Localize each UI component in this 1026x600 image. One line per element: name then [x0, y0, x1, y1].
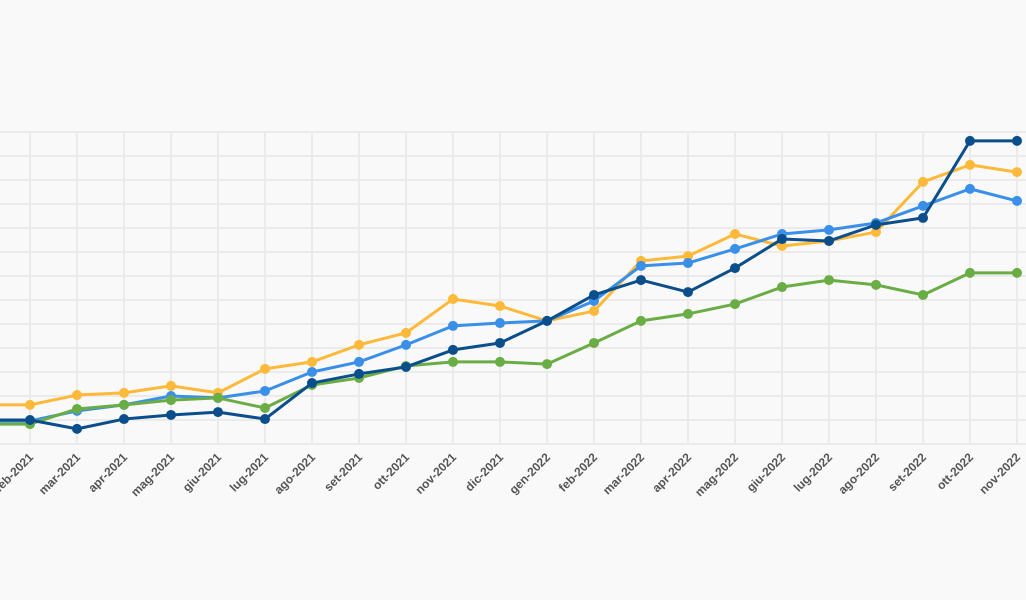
data-point-green	[1012, 267, 1022, 278]
data-point-blue	[824, 224, 834, 235]
x-tick-label: mar-2022	[600, 450, 647, 497]
data-point-navy	[260, 414, 270, 425]
data-point-blue	[730, 243, 740, 254]
data-point-green	[777, 282, 787, 293]
data-point-navy	[448, 344, 458, 355]
data-point-navy	[25, 415, 35, 425]
x-tick-label: set-2021	[321, 450, 365, 494]
data-point-green	[824, 275, 834, 286]
data-point-yellow	[589, 306, 599, 317]
x-tick-label: feb-2021	[0, 450, 36, 495]
data-point-green	[213, 392, 223, 403]
data-point-navy	[824, 235, 834, 246]
data-point-blue	[636, 260, 646, 271]
data-point-navy	[683, 287, 693, 298]
x-tick-label: nov-2022	[976, 450, 1023, 497]
data-point-green	[260, 403, 270, 413]
data-point-green	[965, 267, 975, 278]
data-point-navy	[401, 361, 411, 372]
data-point-yellow	[871, 227, 881, 238]
data-point-blue	[448, 320, 458, 331]
data-point-navy	[918, 212, 928, 223]
data-point-blue	[495, 318, 505, 329]
data-point-green	[495, 356, 505, 367]
data-point-green	[119, 399, 129, 410]
data-point-yellow	[730, 229, 740, 239]
data-point-navy	[1012, 135, 1022, 146]
data-point-green	[871, 279, 881, 290]
data-point-blue	[401, 339, 411, 350]
data-point-navy	[730, 263, 740, 274]
data-point-navy	[542, 315, 552, 326]
data-point-yellow	[260, 363, 270, 374]
data-point-green	[72, 403, 82, 414]
data-point-navy	[119, 414, 129, 425]
data-point-blue	[965, 183, 975, 194]
data-point-navy	[636, 275, 646, 286]
x-tick-label: mag-2022	[692, 450, 741, 499]
data-point-navy	[777, 234, 787, 245]
data-point-yellow	[354, 339, 364, 350]
x-tick-label: ago-2022	[835, 450, 882, 497]
x-tick-label: ago-2021	[271, 450, 318, 497]
data-point-navy	[307, 378, 317, 389]
data-point-yellow	[1012, 167, 1022, 178]
x-tick-label: mag-2021	[128, 450, 177, 499]
x-tick-label: apr-2022	[649, 450, 694, 495]
data-point-yellow	[307, 356, 317, 367]
data-point-navy	[354, 368, 364, 379]
x-tick-label: giu-2021	[180, 450, 225, 495]
data-point-navy	[495, 337, 505, 348]
x-tick-label: feb-2022	[556, 450, 601, 495]
x-tick-label: giu-2022	[744, 450, 789, 495]
data-point-green	[166, 395, 176, 406]
series-line-blue	[0, 187, 1018, 423]
data-point-navy	[871, 219, 881, 230]
data-point-yellow	[166, 380, 176, 391]
data-point-navy	[589, 289, 599, 300]
data-point-yellow	[119, 387, 129, 398]
data-point-yellow	[495, 301, 505, 311]
data-point-green	[918, 289, 928, 300]
data-point-green	[636, 315, 646, 326]
x-tick-label: lug-2022	[791, 450, 836, 495]
x-tick-label: dic-2021	[462, 450, 506, 494]
x-tick-label: lug-2021	[227, 450, 272, 495]
data-point-yellow	[72, 390, 82, 401]
data-point-yellow	[777, 241, 787, 251]
x-tick-label: ott-2022	[934, 450, 977, 493]
x-tick-label: mar-2021	[36, 450, 83, 497]
data-point-yellow	[401, 327, 411, 338]
data-point-navy	[72, 423, 82, 434]
data-point-yellow	[448, 294, 458, 305]
data-point-navy	[965, 135, 975, 146]
data-point-green	[542, 359, 552, 370]
data-point-yellow	[918, 176, 928, 187]
data-point-navy	[213, 407, 223, 418]
data-point-blue	[307, 367, 317, 377]
data-point-blue	[1012, 195, 1022, 206]
data-point-blue	[354, 356, 364, 367]
data-point-green	[589, 337, 599, 348]
x-tick-label: gen-2022	[506, 450, 553, 497]
data-point-blue	[683, 258, 693, 269]
x-tick-label: set-2022	[885, 450, 929, 494]
x-tick-label: apr-2021	[85, 450, 130, 495]
x-tick-label: nov-2021	[412, 450, 459, 497]
x-tick-label: ott-2021	[370, 450, 413, 493]
data-point-blue	[918, 200, 928, 211]
data-point-yellow	[965, 159, 975, 170]
data-point-blue	[260, 385, 270, 396]
data-point-green	[448, 356, 458, 367]
data-point-navy	[166, 409, 176, 420]
data-point-yellow	[25, 399, 35, 410]
data-point-green	[683, 308, 693, 319]
data-point-green	[730, 299, 740, 310]
data-point-yellow	[683, 251, 693, 262]
